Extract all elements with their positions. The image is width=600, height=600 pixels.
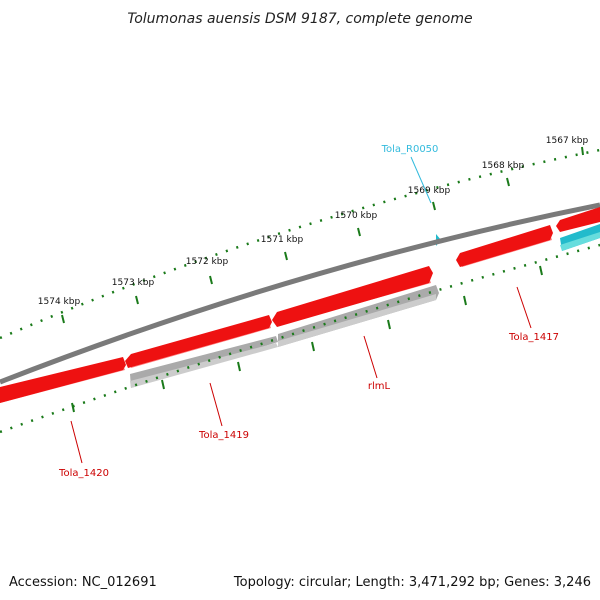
- genome-summary-text: Topology: circular; Length: 3,471,292 bp…: [233, 575, 591, 590]
- ruler-major-tick: [284, 251, 288, 261]
- ruler-major-tick: [506, 177, 510, 187]
- label-leader-tola-1417: [516, 286, 532, 329]
- ruler-major-tick: [432, 201, 436, 211]
- gene-label-tola-1420[interactable]: Tola_1420: [58, 468, 109, 479]
- gene-tola-1419[interactable]: [125, 315, 272, 368]
- inner-ruler-tick: [311, 341, 315, 352]
- gene-label-rlml[interactable]: rlmL: [368, 381, 391, 392]
- inner-ruler-tick: [237, 361, 241, 372]
- outer-ruler: 1567 kbp 1568 kbp 1569 kbp 1570 kbp 1571…: [0, 136, 600, 340]
- inner-ruler-tick: [387, 319, 391, 330]
- ruler-label: 1572 kbp: [186, 257, 229, 267]
- outer-ruler-dots: [0, 148, 600, 340]
- genome-backbone: [0, 202, 600, 385]
- inner-ruler-tick: [463, 295, 467, 306]
- accession-text: Accession: NC_012691: [9, 575, 157, 590]
- ruler-label: 1574 kbp: [38, 297, 81, 307]
- rna-feature-shadow: [560, 232, 600, 251]
- gene-label-tola-r0050: Tola_R0050: [381, 144, 439, 155]
- ruler-label: 1569 kbp: [408, 186, 451, 196]
- inner-ruler: [0, 243, 600, 434]
- pseudo-shadow: [130, 343, 278, 388]
- gene-right-edge[interactable]: [556, 207, 600, 232]
- ruler-label: 1573 kbp: [112, 278, 155, 288]
- gene-tola-1420[interactable]: [0, 357, 126, 403]
- inner-ruler-dots: [0, 243, 600, 434]
- gene-label-tola-1419[interactable]: Tola_1419: [198, 430, 249, 441]
- label-leader-rlml: [363, 335, 378, 379]
- rna-label-leader: [410, 156, 432, 204]
- ruler-label: 1571 kbp: [261, 235, 304, 245]
- ruler-label: 1567 kbp: [546, 136, 589, 146]
- pseudo-shadow: [278, 294, 436, 347]
- map-title: Tolumonas auensis DSM 9187, complete gen…: [127, 11, 472, 27]
- label-leader-tola-1420: [70, 420, 83, 464]
- inner-ruler-tick: [539, 265, 543, 276]
- ruler-major-tick: [135, 295, 139, 305]
- gene-labels: Tola_1417 rlmL Tola_1419 Tola_1420: [58, 286, 559, 479]
- gene-label-tola-1417[interactable]: Tola_1417: [508, 332, 559, 343]
- label-leader-tola-1419: [209, 382, 223, 427]
- inner-ruler-tick: [161, 379, 165, 390]
- gene-tola-1417[interactable]: [456, 225, 553, 267]
- forward-strand-track: [0, 207, 600, 403]
- ruler-major-tick: [61, 314, 65, 324]
- inner-ruler-tick: [71, 402, 75, 413]
- ruler-label: 1570 kbp: [335, 211, 378, 221]
- ruler-label: 1568 kbp: [482, 161, 525, 171]
- ruler-major-tick: [209, 275, 213, 285]
- ruler-major-tick: [357, 227, 361, 237]
- pseudogene-track: [130, 285, 439, 388]
- gene-rlml-forward[interactable]: [272, 266, 433, 327]
- ruler-major-tick: [581, 146, 584, 156]
